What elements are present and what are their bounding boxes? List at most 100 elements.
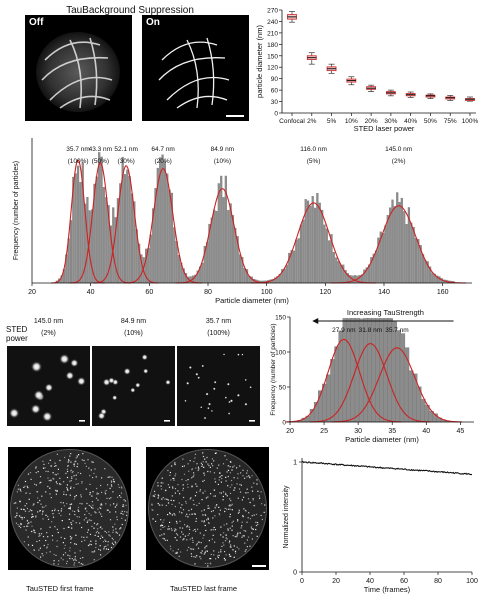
speckle: [95, 532, 97, 534]
speckle: [118, 486, 120, 488]
speckle: [59, 459, 61, 462]
speckle: [206, 519, 208, 521]
speckle: [214, 529, 216, 531]
histogram-bar: [295, 239, 298, 284]
speckle: [218, 476, 221, 478]
speckle: [174, 530, 176, 532]
speckle: [231, 503, 233, 505]
particle: [44, 383, 54, 392]
histogram-bar: [229, 203, 232, 284]
speckle: [247, 517, 249, 519]
speckle: [205, 514, 207, 516]
speckle: [170, 527, 172, 530]
speckle: [167, 528, 169, 530]
speckle: [27, 523, 29, 525]
speckle: [97, 499, 99, 501]
speckle: [64, 544, 66, 546]
histogram-bar: [393, 206, 396, 284]
speckle: [222, 499, 224, 501]
speckle: [30, 521, 32, 523]
x-tick-label: 45: [456, 428, 464, 435]
speckle: [47, 477, 49, 479]
speckle: [22, 508, 25, 510]
speckle: [172, 487, 174, 489]
arrow-head: [312, 318, 319, 324]
speckle: [65, 494, 67, 496]
speckle: [51, 521, 53, 523]
x-tick-label: 60: [145, 289, 153, 296]
speckle: [42, 554, 44, 557]
speckle: [251, 515, 253, 517]
speckle: [230, 555, 232, 557]
speckle: [93, 527, 95, 529]
speckle: [28, 510, 30, 513]
speckle: [189, 460, 191, 462]
speckle: [208, 465, 210, 467]
speckle: [213, 489, 215, 491]
x-tick-label: 160: [437, 289, 449, 296]
speckle: [203, 474, 206, 476]
speckle: [193, 503, 195, 506]
speckle: [106, 497, 108, 499]
speckle: [233, 489, 235, 491]
speckle: [69, 455, 71, 457]
speckle: [160, 488, 163, 490]
speckle: [221, 545, 223, 547]
y-tick-label: 210: [267, 30, 278, 37]
speckle: [53, 563, 55, 565]
histogram-bar: [339, 264, 342, 284]
speckle: [240, 527, 242, 529]
speckle: [190, 497, 192, 499]
speckle: [196, 463, 198, 465]
histogram-bar: [222, 197, 225, 284]
speckle: [94, 468, 96, 470]
speckle: [100, 484, 102, 487]
speckle: [73, 463, 75, 465]
speckle: [258, 495, 260, 497]
peak-size-label: 27.9 nm: [332, 327, 356, 334]
speckle: [100, 513, 102, 515]
speckle: [241, 536, 243, 538]
speckle: [174, 505, 176, 508]
speckle: [23, 526, 25, 528]
x-tick-label: 120: [319, 289, 331, 296]
speckle: [179, 536, 182, 538]
speckle: [165, 489, 167, 491]
speckle: [115, 528, 117, 530]
speckle: [212, 465, 214, 467]
speckle: [21, 517, 23, 519]
speckle: [91, 461, 93, 463]
histogram-bar: [220, 175, 223, 284]
speckle: [109, 519, 112, 521]
speckle: [95, 543, 97, 545]
speckle: [35, 472, 37, 474]
histogram-bar: [299, 224, 303, 284]
speckle: [242, 515, 244, 517]
histogram-bar: [285, 264, 289, 284]
speckle: [175, 533, 178, 535]
sted-power-label: (100%): [207, 330, 230, 337]
speckle: [70, 470, 72, 472]
speckle: [245, 530, 247, 532]
speckle: [205, 461, 207, 463]
speckle: [236, 534, 238, 536]
particle: [210, 409, 214, 413]
speckle: [116, 503, 118, 505]
histogram-bar: [126, 169, 129, 284]
speckle: [25, 492, 27, 494]
speckle: [233, 477, 235, 479]
speckle: [88, 467, 90, 469]
particle: [97, 412, 106, 420]
speckle: [71, 472, 73, 474]
speckle: [227, 528, 229, 530]
speckle: [192, 475, 195, 478]
speckle: [74, 510, 76, 513]
speckle: [261, 503, 263, 505]
speckle: [49, 526, 51, 528]
speckle: [200, 552, 202, 554]
speckle: [69, 503, 71, 506]
speckle: [89, 491, 91, 494]
histogram-bar: [431, 272, 434, 284]
speckle: [69, 550, 71, 552]
